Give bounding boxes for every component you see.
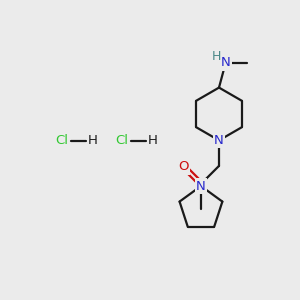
Text: O: O xyxy=(179,160,189,173)
Text: H: H xyxy=(88,134,98,148)
Text: N: N xyxy=(221,56,230,70)
Text: H: H xyxy=(148,134,158,148)
Text: Cl: Cl xyxy=(115,134,128,148)
Text: N: N xyxy=(196,179,206,193)
Text: Cl: Cl xyxy=(55,134,68,148)
Text: H: H xyxy=(212,50,221,64)
Text: N: N xyxy=(214,134,224,147)
